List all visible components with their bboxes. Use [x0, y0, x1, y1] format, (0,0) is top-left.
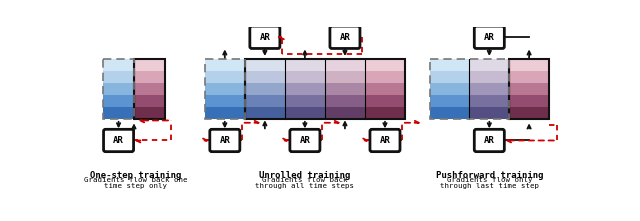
Bar: [245, 83, 285, 95]
FancyBboxPatch shape: [210, 129, 240, 152]
Text: Pushforward training: Pushforward training: [436, 171, 543, 180]
FancyBboxPatch shape: [370, 129, 400, 152]
Bar: [509, 83, 549, 95]
Bar: [205, 107, 245, 119]
Text: Gradients flow back one: Gradients flow back one: [84, 177, 188, 183]
Bar: [469, 59, 509, 71]
Bar: [134, 71, 164, 83]
Bar: [325, 71, 365, 83]
Text: Unrolled training: Unrolled training: [259, 171, 351, 180]
FancyBboxPatch shape: [474, 129, 504, 152]
Text: Gradients flow back: Gradients flow back: [262, 177, 348, 183]
Text: One-step training: One-step training: [90, 171, 181, 180]
FancyBboxPatch shape: [330, 26, 360, 48]
Bar: [509, 59, 549, 119]
Bar: [205, 71, 245, 83]
Text: through last time step: through last time step: [440, 183, 540, 189]
Bar: [429, 71, 469, 83]
Bar: [429, 83, 469, 95]
Bar: [134, 95, 164, 107]
Bar: [285, 71, 325, 83]
Bar: [429, 59, 509, 119]
Bar: [365, 95, 405, 107]
Bar: [469, 107, 509, 119]
Bar: [134, 59, 164, 71]
Bar: [469, 71, 509, 83]
Bar: [103, 59, 134, 71]
Bar: [429, 59, 469, 71]
Bar: [365, 83, 405, 95]
Bar: [245, 59, 285, 71]
Bar: [325, 95, 365, 107]
Bar: [325, 59, 365, 71]
Bar: [365, 59, 405, 71]
Bar: [365, 71, 405, 83]
Bar: [365, 107, 405, 119]
Text: AR: AR: [113, 136, 124, 145]
Bar: [245, 71, 285, 83]
Bar: [285, 95, 325, 107]
Bar: [509, 95, 549, 107]
Bar: [245, 59, 405, 119]
Bar: [509, 107, 549, 119]
Text: Gradients flow only: Gradients flow only: [447, 177, 532, 183]
FancyBboxPatch shape: [290, 129, 320, 152]
Bar: [429, 95, 469, 107]
Bar: [205, 95, 245, 107]
Text: AR: AR: [220, 136, 230, 145]
Bar: [285, 107, 325, 119]
Bar: [134, 83, 164, 95]
Text: AR: AR: [484, 33, 495, 42]
Text: AR: AR: [340, 33, 350, 42]
FancyBboxPatch shape: [474, 26, 504, 48]
Bar: [103, 83, 134, 95]
Bar: [469, 95, 509, 107]
Bar: [205, 59, 245, 119]
Bar: [325, 107, 365, 119]
Bar: [134, 59, 164, 119]
Bar: [103, 59, 134, 119]
Text: AR: AR: [300, 136, 310, 145]
Bar: [469, 83, 509, 95]
Text: time step only: time step only: [104, 183, 167, 189]
FancyBboxPatch shape: [104, 129, 134, 152]
Bar: [134, 107, 164, 119]
Bar: [509, 59, 549, 71]
FancyBboxPatch shape: [250, 26, 280, 48]
Bar: [103, 107, 134, 119]
Bar: [429, 107, 469, 119]
Bar: [509, 71, 549, 83]
Bar: [285, 59, 325, 71]
Bar: [325, 83, 365, 95]
Text: AR: AR: [259, 33, 270, 42]
Bar: [205, 59, 245, 71]
Bar: [245, 95, 285, 107]
Bar: [245, 107, 285, 119]
Bar: [103, 95, 134, 107]
Text: through all time steps: through all time steps: [255, 183, 355, 189]
Text: AR: AR: [380, 136, 390, 145]
Bar: [205, 83, 245, 95]
Text: AR: AR: [484, 136, 495, 145]
Bar: [285, 83, 325, 95]
Bar: [103, 71, 134, 83]
